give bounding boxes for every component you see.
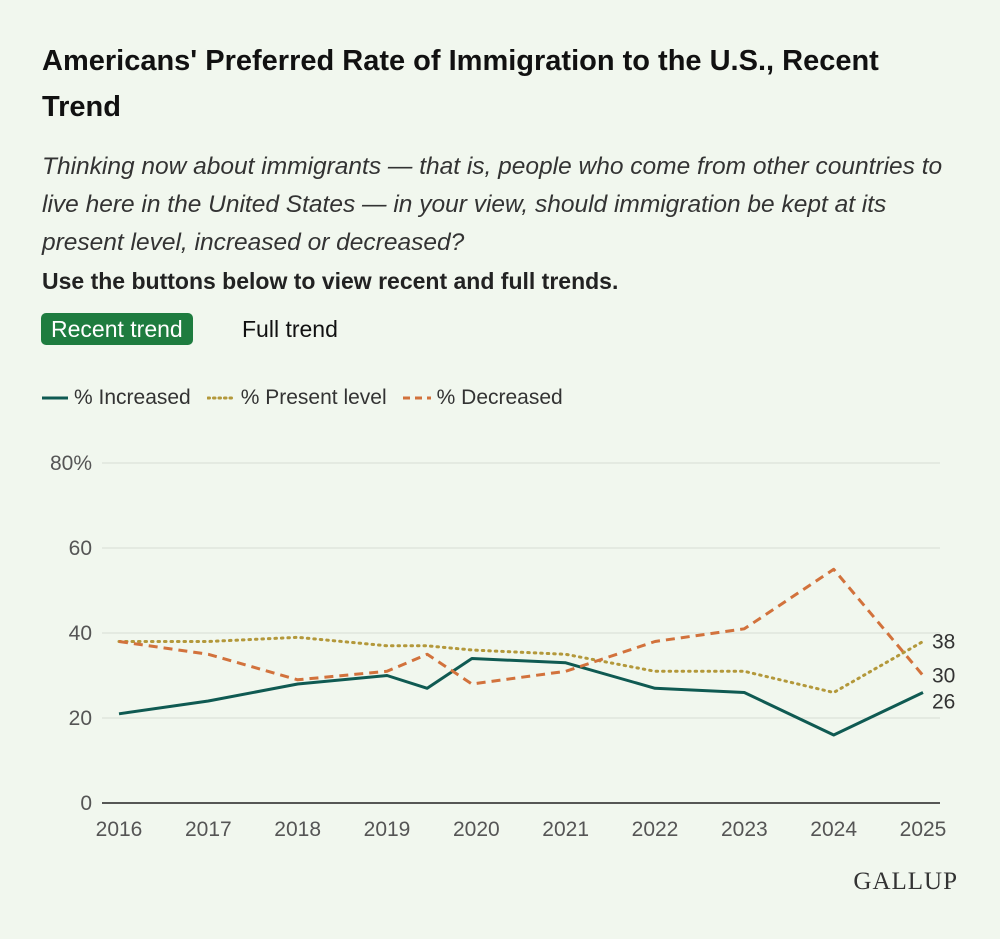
- legend-swatch-decreased: [402, 396, 431, 400]
- full-trend-button[interactable]: Full trend: [242, 316, 338, 342]
- end-value-label: 38: [932, 631, 955, 654]
- line-chart: 0 20 40 60 80% 2016 2017 2018 2019 2020 2021 2022 20…: [50, 452, 955, 841]
- x-tick-label: 2024: [810, 818, 857, 841]
- y-tick-label: 0: [80, 792, 92, 815]
- y-tick-label: 40: [69, 622, 92, 645]
- legend-item-decreased: % Decreased: [402, 386, 563, 410]
- y-tick-label: 80%: [50, 452, 92, 475]
- x-tick-label: 2021: [542, 818, 589, 841]
- x-tick-label: 2023: [721, 818, 768, 841]
- x-tick-label: 2022: [632, 818, 679, 841]
- chart-legend: % Increased % Present level % Decreased: [42, 386, 579, 410]
- chart-title: Americans' Preferred Rate of Immigration…: [42, 45, 879, 123]
- legend-swatch-increased: [42, 396, 68, 400]
- legend-label-present: % Present level: [240, 386, 387, 409]
- x-tick-label: 2025: [900, 818, 947, 841]
- instruction-text: Use the buttons below to view recent and…: [42, 268, 619, 294]
- y-tick-label: 60: [69, 537, 92, 560]
- gallup-logo: GALLUP: [853, 868, 958, 895]
- legend-item-present: % Present level: [206, 386, 387, 410]
- recent-trend-button[interactable]: Recent trend: [41, 313, 193, 345]
- end-value-label: 26: [932, 691, 955, 714]
- x-tick-label: 2016: [96, 818, 143, 841]
- y-tick-label: 20: [69, 707, 92, 730]
- legend-swatch-present: [206, 396, 235, 400]
- legend-item-increased: % Increased: [42, 386, 191, 410]
- question-text: Thinking now about immigrants — that is,…: [42, 153, 943, 256]
- series-line-0: [118, 657, 924, 737]
- x-tick-label: 2020: [453, 818, 500, 841]
- series-line-1: [117, 635, 925, 694]
- legend-label-decreased: % Decreased: [436, 386, 563, 409]
- x-tick-label: 2018: [274, 818, 321, 841]
- series-line-2: [118, 567, 925, 686]
- end-value-label: 30: [932, 665, 955, 688]
- x-tick-label: 2019: [364, 818, 411, 841]
- legend-label-increased: % Increased: [74, 386, 191, 409]
- x-tick-label: 2017: [185, 818, 232, 841]
